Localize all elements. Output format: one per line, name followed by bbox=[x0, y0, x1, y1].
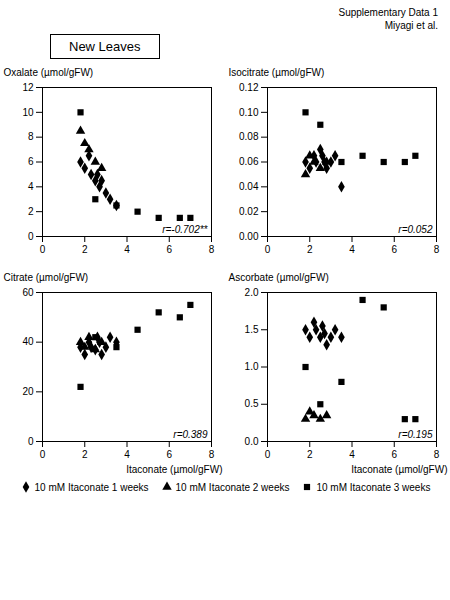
svg-text:4: 4 bbox=[349, 244, 355, 255]
svg-text:40: 40 bbox=[22, 336, 34, 347]
svg-text:6: 6 bbox=[28, 156, 34, 167]
svg-text:6: 6 bbox=[391, 449, 397, 460]
svg-text:0.5: 0.5 bbox=[245, 398, 259, 409]
svg-text:12: 12 bbox=[22, 82, 34, 93]
svg-text:6: 6 bbox=[166, 449, 172, 460]
svg-text:Itaconate (µmol/gFW): Itaconate (µmol/gFW) bbox=[126, 464, 222, 475]
svg-text:r=0.195: r=0.195 bbox=[398, 429, 433, 440]
svg-text:0.04: 0.04 bbox=[239, 181, 259, 192]
svg-text:0.0: 0.0 bbox=[245, 436, 259, 447]
svg-text:0.00: 0.00 bbox=[239, 231, 259, 242]
svg-text:r=-0.702**: r=-0.702** bbox=[162, 224, 208, 235]
svg-text:60: 60 bbox=[22, 287, 34, 298]
svg-text:0: 0 bbox=[28, 231, 34, 242]
svg-text:Isocitrate (µmol/gFW): Isocitrate (µmol/gFW) bbox=[229, 67, 325, 78]
svg-text:4: 4 bbox=[124, 449, 130, 460]
svg-text:1.5: 1.5 bbox=[245, 324, 259, 335]
svg-text:0.06: 0.06 bbox=[239, 156, 259, 167]
svg-text:1.0: 1.0 bbox=[245, 361, 259, 372]
svg-text:Ascorbate (µmol/gFW): Ascorbate (µmol/gFW) bbox=[229, 272, 329, 283]
svg-text:0.02: 0.02 bbox=[239, 206, 259, 217]
html-text:10 mM Itaconate 1 weeks: 10 mM Itaconate 1 weeks bbox=[34, 481, 149, 493]
html-text:New Leaves: New Leaves bbox=[69, 39, 141, 54]
svg-text:6: 6 bbox=[166, 244, 172, 255]
svg-text:Itaconate (µmol/gFW): Itaconate (µmol/gFW) bbox=[351, 464, 447, 475]
svg-text:Citrate (µmol/gFW): Citrate (µmol/gFW) bbox=[4, 272, 89, 283]
svg-text:20: 20 bbox=[22, 386, 34, 397]
svg-text:r=0.389: r=0.389 bbox=[173, 429, 208, 440]
html-text:10 mM Itaconate 3 weeks: 10 mM Itaconate 3 weeks bbox=[316, 481, 431, 493]
svg-text:2: 2 bbox=[307, 449, 313, 460]
svg-text:0: 0 bbox=[265, 449, 271, 460]
svg-text:10: 10 bbox=[22, 107, 34, 118]
svg-text:2: 2 bbox=[307, 244, 313, 255]
svg-text:8: 8 bbox=[434, 449, 440, 460]
svg-text:2.0: 2.0 bbox=[245, 287, 259, 298]
svg-text:Oxalate (µmol/gFW): Oxalate (µmol/gFW) bbox=[4, 67, 94, 78]
svg-text:r=0.052: r=0.052 bbox=[398, 224, 433, 235]
svg-text:0: 0 bbox=[40, 244, 46, 255]
svg-text:0: 0 bbox=[28, 436, 34, 447]
svg-text:2: 2 bbox=[82, 244, 88, 255]
svg-text:0.08: 0.08 bbox=[239, 131, 259, 142]
svg-text:2: 2 bbox=[82, 449, 88, 460]
svg-text:0: 0 bbox=[40, 449, 46, 460]
html-text:Supplementary Data 1 Miyagi et: Supplementary Data 1 Miyagi et al. bbox=[338, 7, 438, 31]
svg-text:6: 6 bbox=[391, 244, 397, 255]
html-text:10 mM Itaconate 2 weeks: 10 mM Itaconate 2 weeks bbox=[175, 481, 290, 493]
svg-text:8: 8 bbox=[209, 244, 215, 255]
svg-text:4: 4 bbox=[124, 244, 130, 255]
svg-text:8: 8 bbox=[434, 244, 440, 255]
svg-text:4: 4 bbox=[349, 449, 355, 460]
svg-text:0.10: 0.10 bbox=[239, 107, 259, 118]
svg-text:8: 8 bbox=[209, 449, 215, 460]
svg-text:8: 8 bbox=[28, 131, 34, 142]
svg-text:2: 2 bbox=[28, 206, 34, 217]
svg-text:0.12: 0.12 bbox=[239, 82, 259, 93]
svg-text:4: 4 bbox=[28, 181, 34, 192]
svg-text:0: 0 bbox=[265, 244, 271, 255]
